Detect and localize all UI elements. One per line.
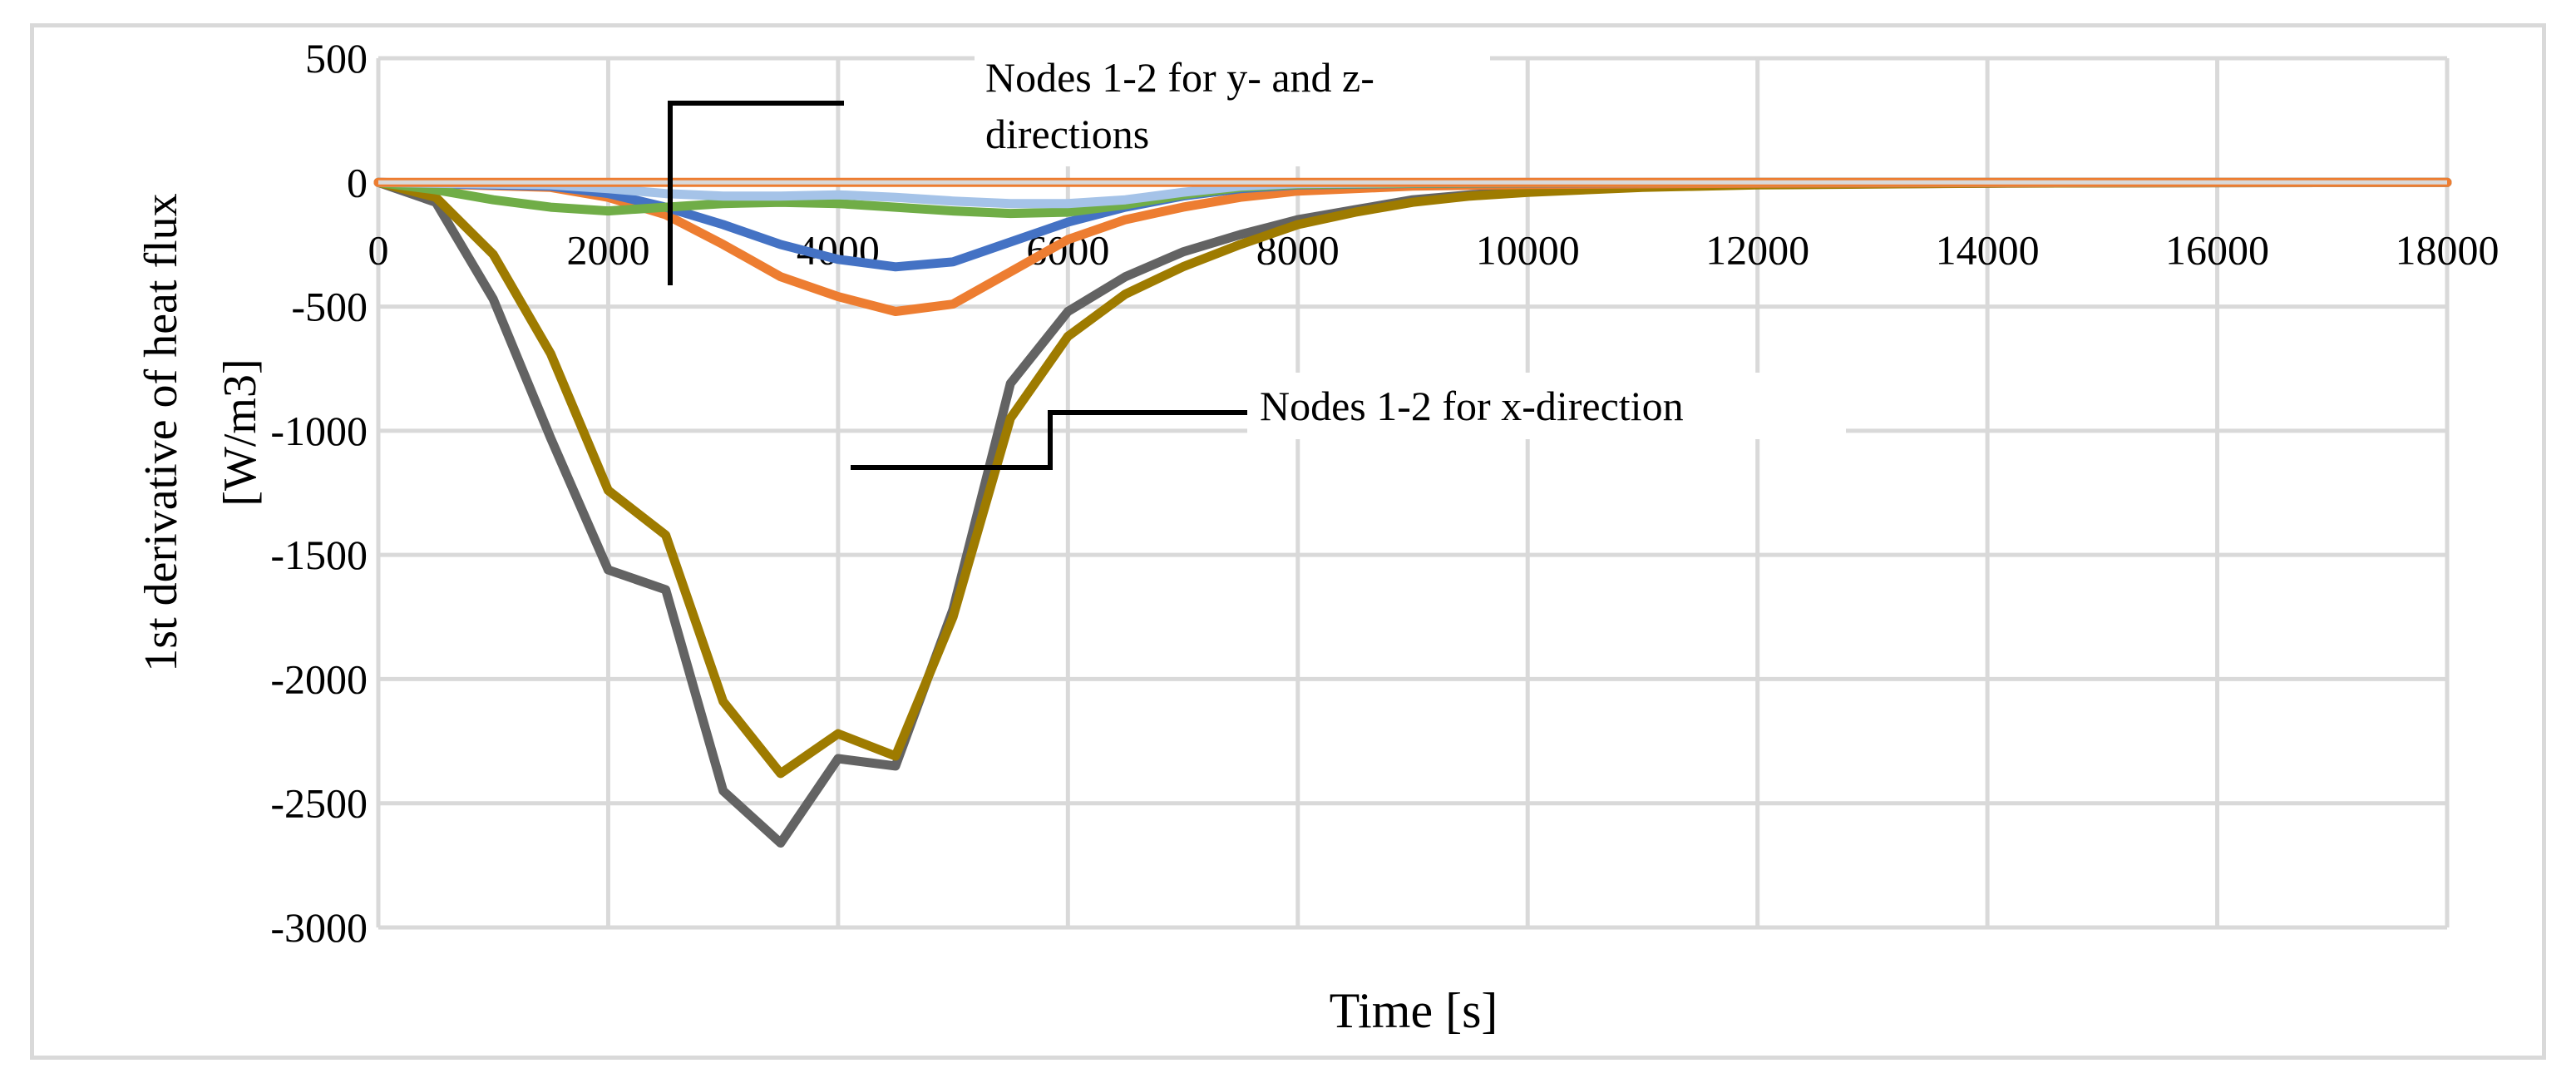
y-tick-labels: 500 0 -500 -1000 -1500 -2000 -2500 -3000 <box>270 35 368 951</box>
y-tick-label-1: 0 <box>347 159 368 205</box>
y-axis-title-line1: 1st derivative of heat flux <box>136 193 187 671</box>
y-tick-label-6: -2500 <box>270 780 368 827</box>
y-tick-label-4: -1500 <box>270 532 368 578</box>
x-tick-label-9: 18000 <box>2396 226 2500 273</box>
y-tick-label-2: -500 <box>291 284 368 330</box>
annotation-yz: Nodes 1-2 for y- and z- directions <box>668 42 1490 285</box>
x-tick-labels: 0 2000 4000 6000 8000 10000 12000 14000 16000 180… <box>368 226 2500 273</box>
annotation-yz-background <box>975 42 1490 166</box>
series-lines <box>373 177 2452 848</box>
annotation-x: Nodes 1-2 for x-direction <box>851 373 1846 470</box>
annotation-x-text: Nodes 1-2 for x-direction <box>1260 383 1684 429</box>
x-axis-title: Time [s] <box>1330 983 1498 1038</box>
y-tick-label-7: -3000 <box>270 904 368 951</box>
annotation-x-leader <box>851 410 1247 470</box>
y-tick-label-5: -2000 <box>270 655 368 702</box>
annotation-yz-leader <box>668 101 844 285</box>
y-tick-label-3: -1000 <box>270 408 368 454</box>
y-axis-title-line2: [W/m3] <box>215 359 266 506</box>
series-line-0 <box>373 177 2452 848</box>
x-tick-label-8: 16000 <box>2165 226 2269 273</box>
annotation-yz-text-line2: directions <box>985 111 1149 157</box>
annotation-yz-text-line1: Nodes 1-2 for y- and z- <box>985 54 1374 101</box>
x-tick-label-1: 2000 <box>566 226 649 273</box>
annotation-x-background <box>1247 373 1846 439</box>
y-tick-label-0: 500 <box>305 35 368 82</box>
x-tick-label-6: 12000 <box>1705 226 1809 273</box>
y-axis-title: 1st derivative of heat flux [W/m3] <box>136 193 266 671</box>
x-tick-label-0: 0 <box>368 226 389 273</box>
x-tick-label-7: 14000 <box>1936 226 2040 273</box>
x-tick-label-5: 10000 <box>1476 226 1580 273</box>
